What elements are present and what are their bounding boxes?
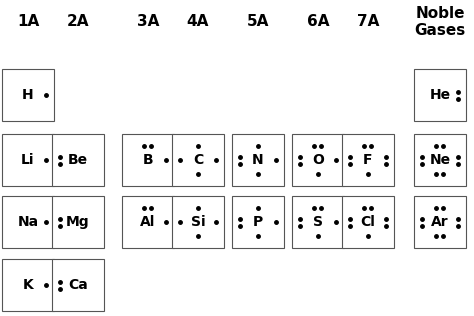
Bar [2,196,54,248]
Text: C: C [193,153,203,167]
Text: 3A: 3A [137,15,159,29]
Text: K: K [23,278,33,292]
Text: Al: Al [140,215,155,229]
Text: 5A: 5A [247,15,269,29]
Bar [342,196,394,248]
Bar [414,134,466,186]
Text: Ar: Ar [431,215,449,229]
Text: N: N [252,153,264,167]
Bar [232,134,284,186]
Text: P: P [253,215,263,229]
Text: 7A: 7A [357,15,379,29]
Text: Ne: Ne [429,153,451,167]
Bar [292,134,344,186]
Bar [172,196,224,248]
Bar [52,259,104,311]
Text: Cl: Cl [361,215,375,229]
Text: B: B [143,153,153,167]
Bar [232,196,284,248]
Text: Li: Li [21,153,35,167]
Text: O: O [312,153,324,167]
Text: H: H [22,88,34,102]
Bar [342,134,394,186]
Bar [414,69,466,121]
Bar [2,259,54,311]
Text: 1A: 1A [17,15,39,29]
Bar [122,196,174,248]
Bar [122,134,174,186]
Text: S: S [313,215,323,229]
Bar [292,196,344,248]
Bar [172,134,224,186]
Text: Be: Be [68,153,88,167]
Bar [52,134,104,186]
Text: Si: Si [191,215,205,229]
Text: Noble
Gases: Noble Gases [414,6,465,38]
Text: Mg: Mg [66,215,90,229]
Text: 6A: 6A [307,15,329,29]
Bar [2,69,54,121]
Text: Ca: Ca [68,278,88,292]
Text: 4A: 4A [187,15,209,29]
Text: He: He [429,88,451,102]
Text: 2A: 2A [67,15,89,29]
Bar [52,196,104,248]
Text: F: F [363,153,373,167]
Bar [2,134,54,186]
Bar [414,196,466,248]
Text: Na: Na [18,215,38,229]
